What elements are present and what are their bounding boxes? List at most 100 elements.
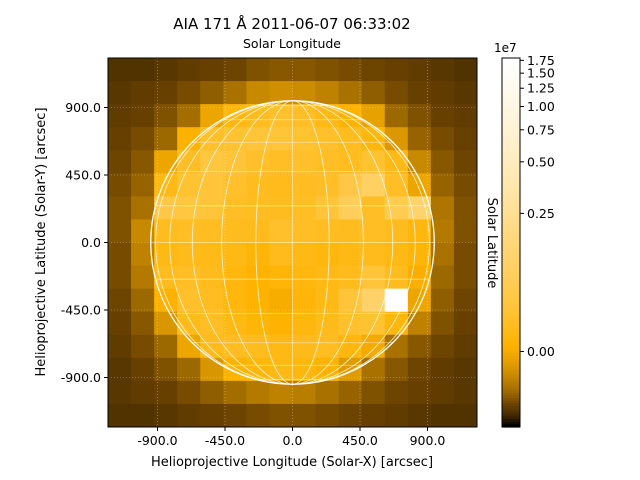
colorbar-segment: [502, 398, 520, 402]
heatmap-cell: [315, 81, 340, 105]
heatmap-cell: [108, 104, 132, 128]
colorbar-segment: [502, 408, 520, 412]
colorbar-segment: [502, 274, 520, 278]
colorbar-multiplier: 1e7: [494, 41, 517, 55]
colorbar-segment: [502, 86, 520, 91]
colorbar-segment: [502, 342, 520, 346]
colorbar-segment: [502, 110, 520, 114]
heatmap-cell: [269, 81, 294, 105]
heatmap-cell: [292, 81, 317, 105]
heatmap-cell: [407, 265, 432, 290]
x-axis-label: Helioprojective Longitude (Solar-X) [arc…: [151, 455, 433, 470]
heatmap-cell: [177, 403, 201, 427]
heatmap-cell: [407, 288, 432, 313]
colorbar-segment: [502, 340, 520, 344]
colorbar-segment: [502, 160, 520, 165]
colorbar-segment: [502, 187, 520, 191]
heatmap-cell: [108, 196, 132, 221]
heatmap-cell: [338, 58, 363, 82]
colorbar-segment: [502, 395, 520, 399]
x-tick-label: -900.0: [137, 433, 177, 448]
heatmap-cell: [453, 81, 477, 105]
colorbar-segment: [502, 171, 520, 175]
heatmap-cell: [338, 81, 363, 105]
heatmap-cell: [223, 357, 247, 382]
heatmap-cell: [200, 196, 224, 221]
colorbar-segment: [502, 102, 520, 107]
heatmap-cell: [361, 403, 386, 427]
colorbar-segment: [502, 150, 520, 154]
colorbar-segment: [502, 350, 520, 354]
heatmap-cell: [223, 196, 247, 221]
heatmap-cell: [131, 334, 155, 359]
heatmap-cell: [338, 265, 363, 290]
colorbar-segment: [502, 100, 520, 104]
heatmap-cell: [453, 150, 477, 174]
colorbar-segment: [502, 97, 520, 101]
heatmap-cell: [453, 58, 477, 82]
heatmap-cell: [292, 150, 317, 174]
colorbar-segment: [502, 358, 520, 362]
colorbar-segment: [502, 60, 520, 64]
colorbar-segment: [502, 195, 520, 199]
heatmap-cell: [430, 173, 455, 197]
heatmap-cell: [407, 334, 432, 359]
heatmap-cell: [246, 380, 271, 405]
colorbar-segment: [502, 94, 520, 99]
heatmap-cell: [315, 334, 340, 359]
heatmap-cell: [200, 334, 224, 359]
top-axis-label: Solar Longitude: [243, 36, 341, 51]
colorbar-segment: [502, 403, 520, 407]
colorbar-segment: [502, 329, 520, 333]
heatmap-cell: [223, 58, 247, 82]
colorbar-segment: [502, 363, 520, 367]
heatmap-cell: [223, 81, 247, 105]
colorbar-tick-label: 0.00: [527, 344, 555, 359]
heatmap-cell: [430, 81, 455, 105]
colorbar-segment: [502, 158, 520, 162]
heatmap-cell: [407, 127, 432, 151]
heatmap-cell: [108, 380, 132, 405]
heatmap-cell: [269, 357, 294, 382]
colorbar-segment: [502, 416, 520, 420]
colorbar-segment: [502, 115, 520, 120]
heatmap-cell: [108, 219, 132, 244]
colorbar-segment: [502, 89, 520, 93]
x-tick-label: 450.0: [342, 433, 378, 448]
colorbar-segment: [502, 239, 520, 244]
heatmap-cell: [384, 242, 409, 267]
heatmap-cell: [223, 265, 247, 290]
heatmap-cell: [315, 265, 340, 290]
colorbar-segment: [502, 347, 520, 352]
colorbar-segment: [502, 321, 520, 325]
heatmap-cell: [269, 288, 294, 313]
heatmap-cell: [131, 127, 155, 151]
heatmap-cell: [430, 196, 455, 221]
heatmap-cell: [108, 403, 132, 427]
heatmap-cell: [292, 265, 317, 290]
colorbar-segment: [502, 197, 520, 201]
colorbar-segment: [502, 318, 520, 323]
colorbar-segment: [502, 268, 520, 273]
heatmap-cell: [292, 334, 317, 359]
colorbar-segment: [502, 303, 520, 307]
heatmap-cell: [177, 173, 201, 197]
heatmap-cell: [200, 403, 224, 427]
heatmap-cell: [108, 58, 132, 82]
colorbar-segment: [502, 205, 520, 209]
colorbar-segment: [502, 189, 520, 194]
heatmap-cell: [407, 104, 432, 128]
heatmap-cell: [131, 380, 155, 405]
heatmap-cell: [315, 219, 340, 244]
heatmap-cell: [338, 357, 363, 382]
heatmap-cell: [361, 334, 386, 359]
heatmap-cell: [269, 173, 294, 197]
colorbar-segment: [502, 65, 520, 70]
heatmap-cell: [246, 58, 271, 82]
colorbar-segment: [502, 387, 520, 391]
heatmap-cell: [430, 127, 455, 151]
heatmap-cell: [131, 173, 155, 197]
heatmap-cell: [453, 357, 477, 382]
colorbar-segment: [502, 76, 520, 80]
heatmap-cell: [361, 150, 386, 174]
